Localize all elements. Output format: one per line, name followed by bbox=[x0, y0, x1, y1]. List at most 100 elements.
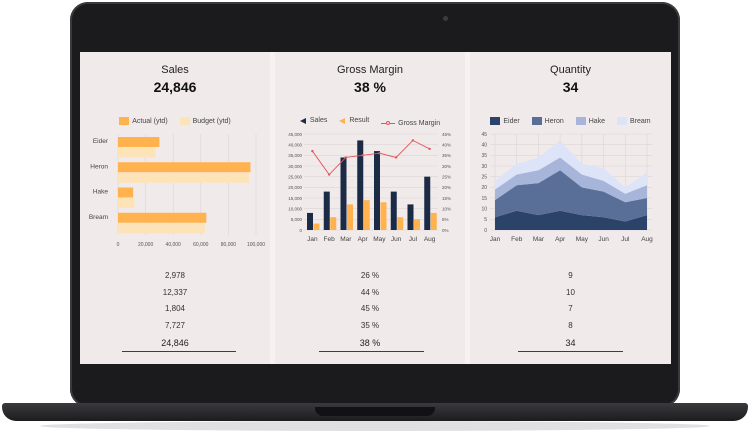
sales-marker bbox=[299, 117, 306, 124]
x-tick-label: Mar bbox=[340, 236, 352, 243]
bar-sales bbox=[357, 140, 364, 230]
area-hake bbox=[495, 157, 647, 203]
x-tick-label: May bbox=[373, 236, 386, 243]
legend-item-hake[interactable]: Hake bbox=[575, 117, 606, 125]
margin-total-underline bbox=[319, 351, 424, 352]
y2-tick-label: 20% bbox=[442, 185, 451, 190]
sales-panel: Sales 24,846 Actual (ytd) Budget (ytd) 0… bbox=[80, 52, 270, 364]
quantity-panel: Quantity 34 Eider Heron Hake Bream 0 5 10 1… bbox=[470, 52, 671, 364]
y-tick-label: 40 bbox=[481, 142, 487, 148]
result-marker bbox=[339, 117, 346, 124]
category-label: Hake bbox=[93, 189, 109, 196]
y-tick-label: 5 bbox=[484, 217, 487, 223]
area-eider bbox=[495, 210, 647, 230]
y-tick-label: 25 bbox=[481, 174, 487, 180]
bar-sales bbox=[390, 191, 397, 230]
x-tick-label: Apr bbox=[358, 236, 369, 243]
y-tick-label: 40,000 bbox=[288, 142, 302, 147]
sales-total: 24,846 bbox=[161, 338, 189, 348]
camera-dot bbox=[443, 16, 448, 21]
bar-actual-ytd- bbox=[118, 212, 207, 223]
quantity-kpi-value: 34 bbox=[562, 79, 579, 95]
x-tick-label: Apr bbox=[555, 236, 566, 243]
legend-item-sales[interactable]: Sales bbox=[299, 117, 328, 124]
sales-legend: Actual (ytd) Budget (ytd) bbox=[80, 117, 270, 127]
category-label: Eider bbox=[93, 138, 109, 145]
legend-label-heron: Heron bbox=[544, 117, 564, 125]
x-tick-label: Feb bbox=[511, 236, 523, 243]
legend-label-sales: Sales bbox=[309, 117, 328, 124]
legend-label-result: Result bbox=[349, 117, 370, 124]
margin-combo-chart: 0 5,000 10,000 15,000 20,000 25,000 30,000 35,0… bbox=[288, 132, 451, 243]
x-tick-label: 60,000 bbox=[193, 242, 209, 248]
legend-label-actual: Actual (ytd) bbox=[132, 117, 168, 125]
y-tick-label: 35,000 bbox=[288, 153, 302, 158]
y2-tick-label: 35% bbox=[442, 153, 451, 158]
sales-title: Sales bbox=[161, 64, 189, 76]
heron-swatch bbox=[531, 117, 542, 125]
bar-result bbox=[347, 204, 353, 230]
sales-bar-chart: 0 20,000 40,000 60,000 80,000 100,000 Eider Her… bbox=[89, 134, 265, 248]
category-label: Bream bbox=[89, 214, 108, 221]
line-gross-margin bbox=[312, 139, 430, 176]
bar-actual-ytd- bbox=[118, 187, 134, 198]
quantity-total: 34 bbox=[565, 338, 576, 348]
sales-row-hake: 1,804 bbox=[164, 304, 186, 313]
y2-tick-label: 40% bbox=[442, 142, 451, 147]
bar-result bbox=[313, 223, 320, 230]
legend-item-actual[interactable]: Actual (ytd) bbox=[119, 117, 168, 125]
y2-tick-label: 30% bbox=[442, 164, 451, 169]
margin-title: Gross Margin bbox=[336, 64, 404, 76]
legend-label-hake: Hake bbox=[588, 117, 606, 125]
y2-tick-label: 5% bbox=[442, 217, 449, 222]
margin-row-4: 35 % bbox=[360, 320, 380, 330]
quantity-title: Quantity bbox=[550, 64, 591, 76]
margin-row-2: 44 % bbox=[360, 287, 380, 297]
y-tick-label: 0 bbox=[484, 228, 487, 234]
legend-item-eider[interactable]: Eider bbox=[490, 117, 520, 125]
bar-budget-ytd- bbox=[118, 172, 250, 183]
y2-tick-label: 25% bbox=[442, 174, 451, 179]
quantity-row-4: 8 bbox=[568, 320, 573, 330]
y2-tick-label: 10% bbox=[442, 206, 451, 211]
quantity-legend: Eider Heron Hake Bream bbox=[470, 117, 671, 127]
gross-margin-marker bbox=[381, 121, 396, 125]
x-tick-label: 80,000 bbox=[221, 242, 237, 248]
legend-item-budget[interactable]: Budget (ytd) bbox=[179, 117, 231, 125]
bar-result bbox=[363, 200, 370, 230]
bar-budget-ytd- bbox=[118, 223, 205, 234]
eider-swatch bbox=[490, 117, 501, 125]
legend-label-budget: Budget (ytd) bbox=[192, 117, 231, 125]
legend-label-eider: Eider bbox=[503, 117, 520, 125]
bar-actual-ytd- bbox=[118, 162, 251, 173]
y-tick-label: 0 bbox=[299, 228, 302, 233]
legend-item-heron[interactable]: Heron bbox=[531, 117, 564, 125]
margin-total: 38 % bbox=[359, 338, 381, 348]
sales-total-underline bbox=[122, 351, 236, 352]
y-tick-label: 35 bbox=[481, 153, 487, 159]
margin-legend: Sales Result Gross Margin bbox=[275, 117, 465, 127]
margin-row-1: 26 % bbox=[360, 271, 380, 280]
y-tick-label: 45,000 bbox=[288, 132, 302, 137]
quantity-row-2: 10 bbox=[566, 287, 575, 297]
point-gross-margin bbox=[428, 147, 431, 151]
x-tick-label: 100,000 bbox=[247, 242, 265, 248]
bar-sales bbox=[323, 191, 330, 230]
y-tick-label: 10,000 bbox=[288, 206, 302, 211]
y-tick-label: 15 bbox=[481, 196, 487, 202]
laptop-notch bbox=[315, 407, 435, 416]
bar-result bbox=[380, 202, 387, 230]
bar-budget-ytd- bbox=[118, 198, 135, 208]
sales-row-eider: 2,978 bbox=[164, 271, 186, 280]
bar-result bbox=[330, 217, 337, 230]
point-gross-margin bbox=[411, 139, 415, 142]
legend-item-gross-margin[interactable]: Gross Margin bbox=[381, 120, 440, 127]
legend-item-bream[interactable]: Bream bbox=[617, 117, 651, 125]
point-gross-margin bbox=[394, 156, 398, 159]
margin-panel: Gross Margin 38 % Sales Result Gross Mar… bbox=[275, 52, 465, 364]
legend-item-result[interactable]: Result bbox=[339, 117, 369, 124]
x-tick-label: Jul bbox=[621, 236, 630, 243]
category-label: Heron bbox=[90, 163, 108, 170]
bream-swatch bbox=[617, 117, 627, 125]
x-tick-label: 0 bbox=[117, 242, 120, 248]
